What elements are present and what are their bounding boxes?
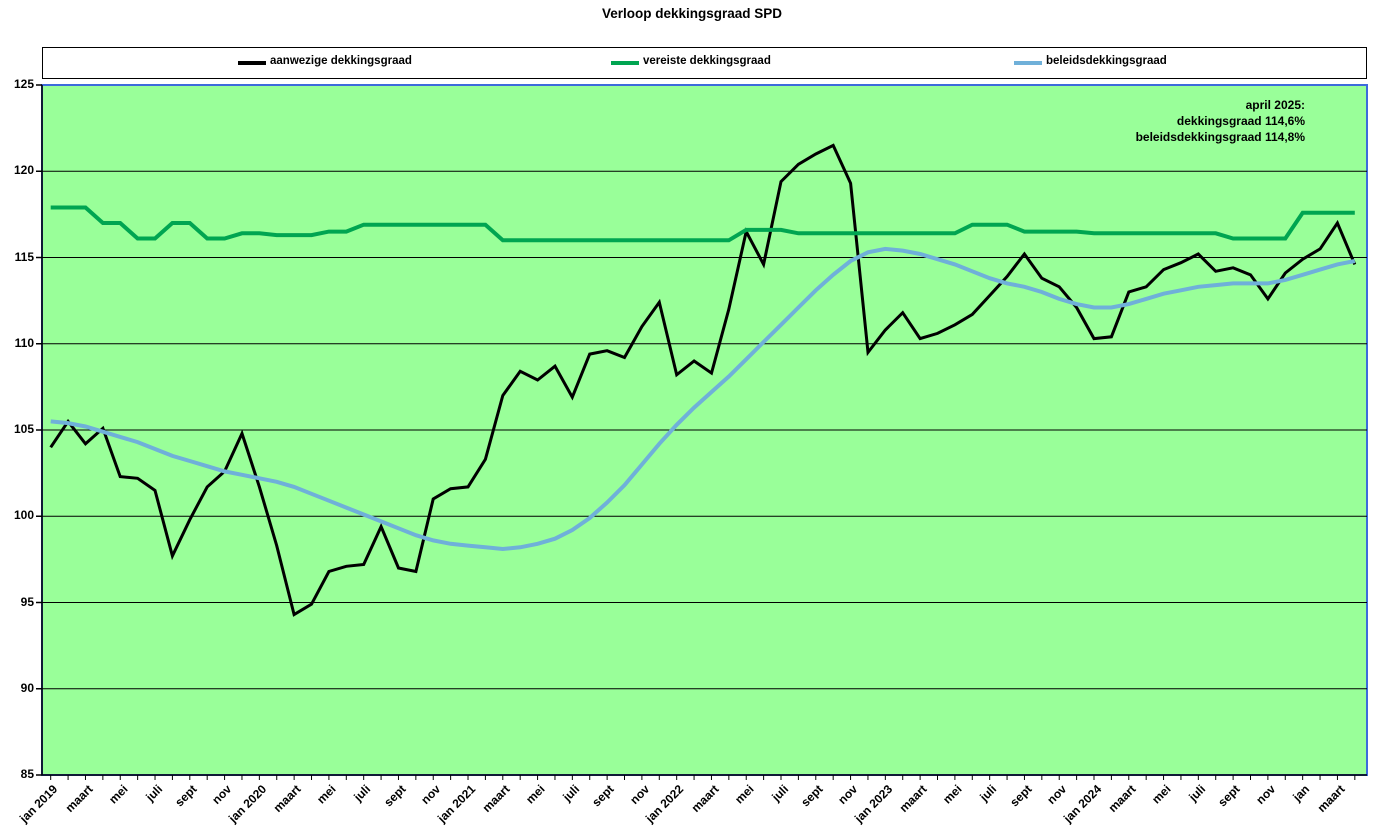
legend-swatch-beleids <box>1014 61 1042 65</box>
y-axis-label-115: 115 <box>14 249 34 264</box>
series-line-1 <box>50 205 1355 243</box>
legend-swatch-vereiste <box>611 61 639 65</box>
annotation-line-date: april 2025: <box>1245 98 1305 112</box>
series-line-2 <box>50 246 1356 552</box>
legend-swatch-aanwezige <box>238 61 266 65</box>
y-axis-label-120: 120 <box>13 163 34 178</box>
annotation-line-beleidsdekkingsgraad: beleidsdekkingsgraad 114,8% <box>1135 130 1305 144</box>
y-axis-label-105: 105 <box>13 422 34 436</box>
y-axis-label-100: 100 <box>13 508 34 523</box>
y-axis-label-125: 125 <box>13 77 34 91</box>
legend-label-aanwezige: aanwezige dekkingsgraad <box>270 55 412 67</box>
annotation-line-dekkingsgraad: dekkingsgraad 114,6% <box>1176 114 1305 128</box>
chart-legend: aanwezige dekkingsgraad vereiste dekking… <box>42 47 1367 79</box>
series-line-0 <box>49 143 1357 617</box>
y-axis-label-110: 110 <box>14 335 34 350</box>
y-axis-label-90: 90 <box>20 680 34 695</box>
y-axis-label-85: 85 <box>20 767 34 781</box>
y-axis-label-95: 95 <box>20 594 34 609</box>
legend-label-vereiste: vereiste dekkingsgraad <box>643 55 771 67</box>
legend-label-beleids: beleidsdekkingsgraad <box>1046 55 1167 67</box>
chart-title: Verloop dekkingsgraad SPD <box>601 6 783 21</box>
latest-values-annotation: april 2025: dekkingsgraad 114,6% beleids… <box>1136 97 1305 145</box>
